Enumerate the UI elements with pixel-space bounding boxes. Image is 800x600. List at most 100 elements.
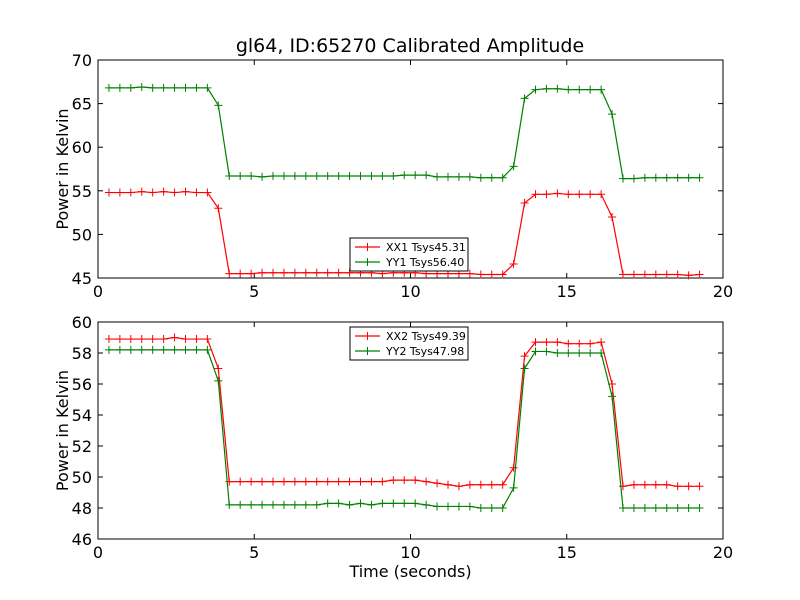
data-point <box>695 504 704 512</box>
data-point <box>509 463 518 472</box>
data-point <box>411 171 420 180</box>
legend-box <box>349 237 469 272</box>
y-tick-label: 46 <box>72 530 92 549</box>
data-point <box>279 500 288 509</box>
data-point <box>258 500 267 509</box>
data-point <box>148 188 157 197</box>
data-point <box>159 187 168 196</box>
data-point <box>389 476 398 485</box>
data-point <box>356 171 365 180</box>
data-point <box>225 171 234 180</box>
data-point <box>301 171 310 180</box>
data-point <box>673 173 682 182</box>
y-tick-label: 60 <box>72 138 92 157</box>
data-point <box>356 499 365 508</box>
data-point <box>651 480 660 489</box>
data-point <box>378 171 387 180</box>
data-point <box>520 364 529 373</box>
legend-entry: XX1 Tsys45.31 <box>386 241 466 254</box>
data-point <box>487 173 496 182</box>
legend-entry: YY2 Tsys47.98 <box>385 345 464 358</box>
data-point <box>269 477 277 486</box>
data-point <box>465 480 474 489</box>
data-point <box>159 335 168 344</box>
data-point <box>203 83 212 92</box>
data-point <box>476 270 485 279</box>
data-point <box>181 187 190 196</box>
series-1 <box>104 83 704 183</box>
data-point <box>258 268 267 277</box>
y-tick-label: 60 <box>72 313 92 332</box>
data-point <box>279 171 288 180</box>
x-tick-label: 0 <box>93 543 103 562</box>
data-point <box>225 269 234 278</box>
x-tick-label: 10 <box>400 543 420 562</box>
series-line <box>108 349 700 509</box>
data-point <box>542 347 551 356</box>
y-tick-label: 54 <box>72 406 92 425</box>
data-point <box>433 502 442 511</box>
data-point <box>498 504 507 512</box>
data-point <box>312 500 321 509</box>
data-point <box>531 338 540 347</box>
data-point <box>367 500 376 509</box>
data-point <box>476 504 485 512</box>
data-point <box>498 270 507 279</box>
x-tick-label: 5 <box>249 543 259 562</box>
data-point <box>367 171 376 180</box>
data-point <box>192 188 201 197</box>
data-point <box>619 270 627 279</box>
data-point <box>465 502 474 511</box>
data-point <box>192 345 201 354</box>
data-point <box>564 190 573 199</box>
data-point <box>487 504 496 512</box>
data-point <box>247 477 256 486</box>
y-tick-label: 50 <box>72 468 92 487</box>
data-point <box>247 269 256 278</box>
data-point <box>334 499 343 508</box>
data-point <box>203 345 212 354</box>
data-point <box>389 171 398 180</box>
data-point <box>104 83 113 92</box>
data-point <box>192 83 201 92</box>
data-point <box>597 190 606 199</box>
data-point <box>290 477 299 486</box>
data-point <box>454 172 463 181</box>
data-point <box>662 504 671 512</box>
data-point <box>345 171 354 180</box>
y-tick-label: 65 <box>72 95 92 114</box>
data-point <box>586 85 595 94</box>
data-point <box>575 339 584 348</box>
data-point <box>137 83 146 92</box>
data-point <box>454 502 463 511</box>
data-point <box>236 171 245 180</box>
data-point <box>640 504 649 512</box>
data-point <box>542 190 551 199</box>
data-point <box>236 269 245 278</box>
data-point <box>619 174 627 183</box>
data-point <box>673 482 682 491</box>
legend-marker <box>363 332 372 340</box>
data-point <box>181 345 190 354</box>
data-point <box>290 171 299 180</box>
data-point <box>148 345 157 354</box>
data-point <box>236 477 245 486</box>
data-point <box>334 477 343 486</box>
data-point <box>126 335 135 344</box>
data-point <box>695 173 704 182</box>
data-point <box>104 335 113 344</box>
data-point <box>345 477 354 486</box>
data-point <box>673 504 682 512</box>
data-point <box>619 504 627 512</box>
data-point <box>115 188 124 197</box>
data-point <box>454 482 463 491</box>
data-point <box>137 335 146 344</box>
data-point <box>564 85 573 94</box>
x-tick-label: 20 <box>713 543 733 562</box>
data-point <box>695 270 704 279</box>
legend-marker <box>363 243 372 251</box>
series-0 <box>104 187 704 280</box>
data-point <box>301 500 310 509</box>
data-point <box>684 173 693 182</box>
data-point <box>378 477 387 486</box>
